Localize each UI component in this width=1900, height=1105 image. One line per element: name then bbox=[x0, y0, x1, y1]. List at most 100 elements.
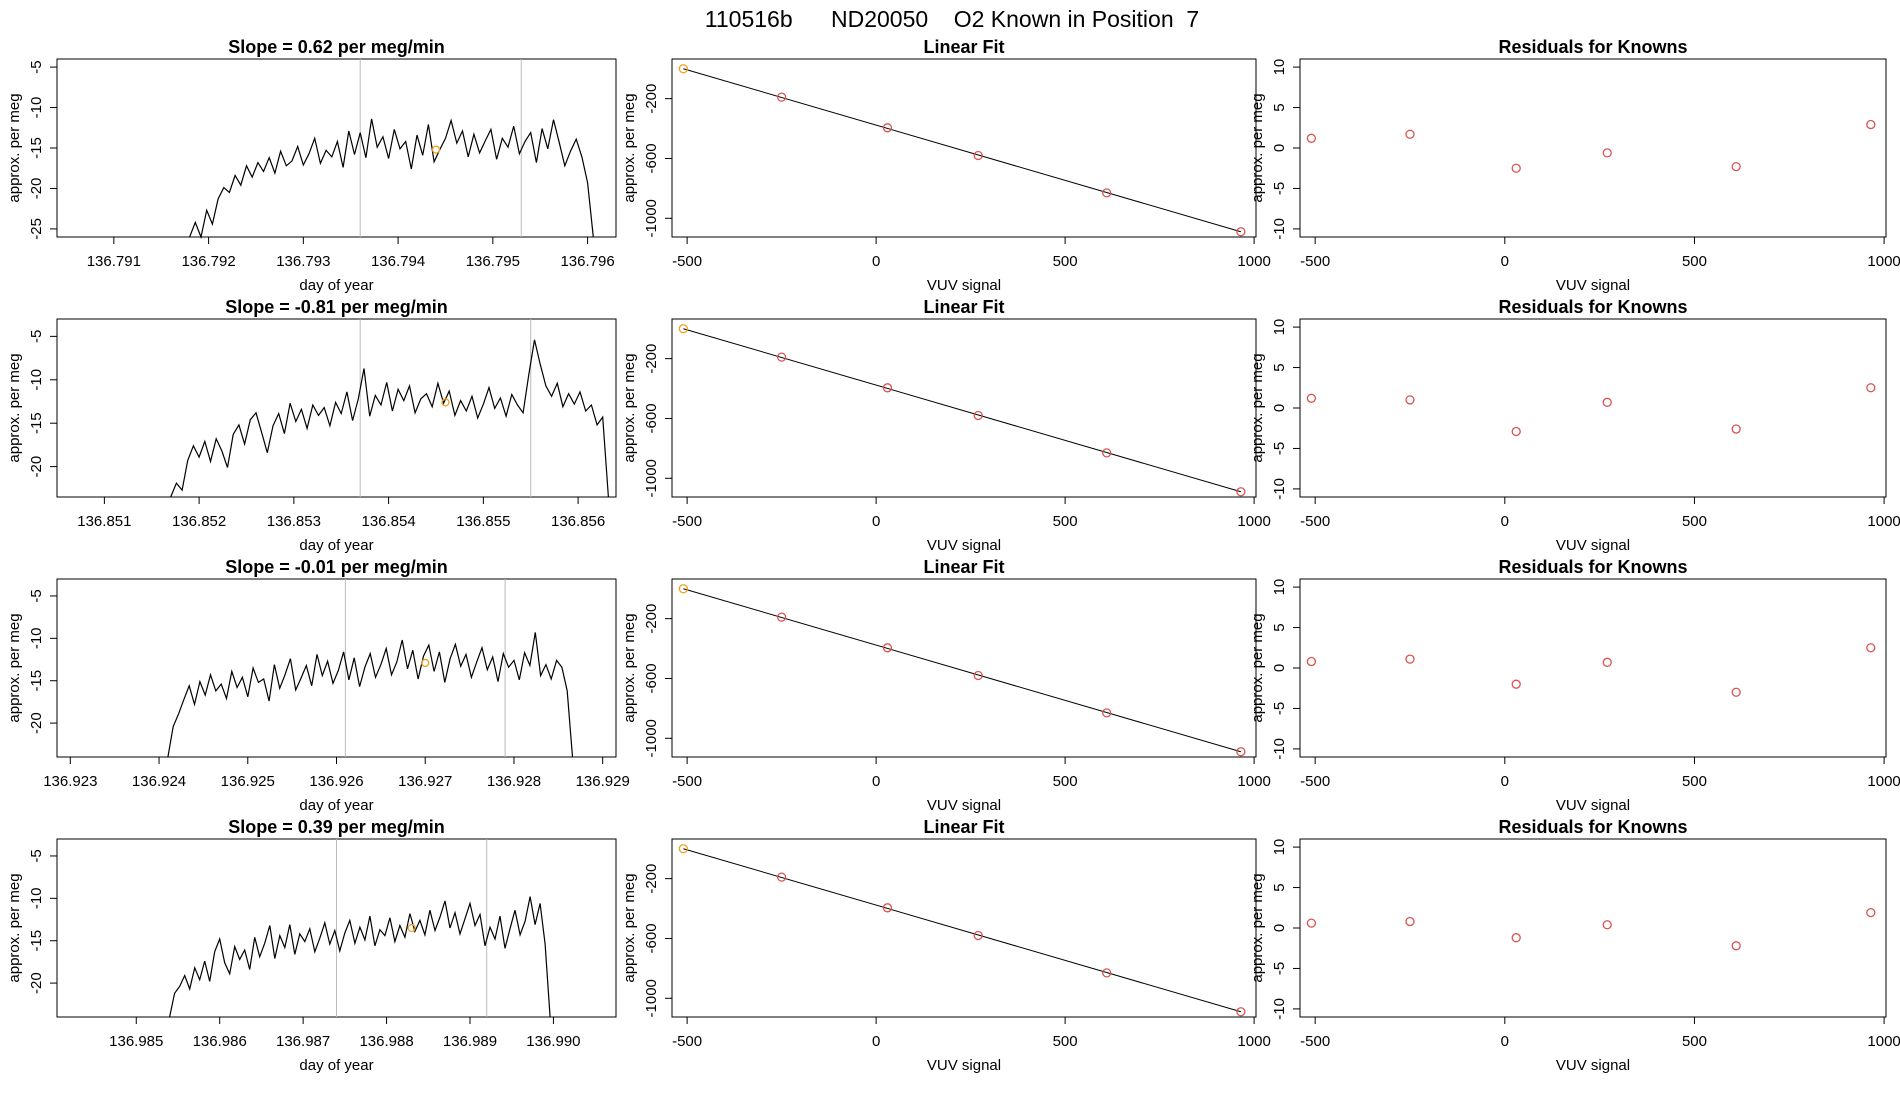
x-tick-label: 136.855 bbox=[456, 513, 510, 530]
fit-line bbox=[683, 848, 1242, 1013]
plot-frame bbox=[1299, 318, 1887, 498]
data-point bbox=[678, 844, 688, 854]
y-tick-label: -600 bbox=[643, 923, 660, 953]
y-tick-label: -5 bbox=[28, 589, 45, 602]
x-axis-label: day of year bbox=[299, 797, 373, 814]
panel-2-1 bbox=[50, 318, 617, 504]
panel-title: Slope = 0.39 per meg/min bbox=[228, 817, 445, 837]
y-tick-label: -5 bbox=[28, 849, 45, 862]
y-tick-label: 5 bbox=[1271, 883, 1288, 891]
data-point bbox=[1511, 933, 1521, 943]
x-axis-label: VUV signal bbox=[1556, 537, 1630, 554]
y-tick-label: -1000 bbox=[643, 199, 660, 237]
plot-frame bbox=[56, 578, 617, 758]
x-tick-label: 0 bbox=[872, 1033, 880, 1050]
x-tick-label: 0 bbox=[1501, 1033, 1509, 1050]
panel-2-3 bbox=[1293, 318, 1887, 504]
series-line bbox=[169, 896, 551, 1018]
data-point bbox=[1236, 487, 1246, 497]
y-tick-label: -10 bbox=[28, 369, 45, 391]
data-point bbox=[1236, 227, 1246, 237]
x-tick-label: 136.987 bbox=[276, 1033, 330, 1050]
x-axis-label: VUV signal bbox=[927, 537, 1001, 554]
x-axis-label: VUV signal bbox=[927, 277, 1001, 294]
data-point bbox=[1602, 657, 1612, 667]
panel-3-3 bbox=[1293, 578, 1887, 764]
x-tick-label: 500 bbox=[1053, 513, 1078, 530]
panel-4-3 bbox=[1293, 838, 1887, 1024]
x-tick-label: 136.852 bbox=[172, 513, 226, 530]
panel-title: Linear Fit bbox=[923, 297, 1004, 317]
y-tick-label: -20 bbox=[28, 178, 45, 200]
data-point bbox=[973, 150, 983, 161]
y-tick-label: -1000 bbox=[643, 459, 660, 497]
data-point bbox=[1731, 161, 1741, 172]
y-tick-label: -600 bbox=[643, 403, 660, 433]
data-point bbox=[1236, 747, 1246, 757]
y-tick-label: 10 bbox=[1271, 59, 1288, 76]
data-point bbox=[1306, 133, 1317, 143]
panel-2-2 bbox=[665, 318, 1257, 504]
y-tick-label: 0 bbox=[1271, 924, 1288, 932]
panel-4-1 bbox=[50, 838, 617, 1024]
x-tick-label: 136.854 bbox=[361, 513, 415, 530]
x-tick-label: -500 bbox=[672, 513, 702, 530]
panel-title: Linear Fit bbox=[923, 37, 1004, 57]
plot-frame bbox=[671, 58, 1257, 238]
data-point bbox=[678, 324, 688, 334]
data-point bbox=[882, 383, 893, 393]
x-tick-label: 136.925 bbox=[221, 773, 275, 790]
y-tick-label: -1000 bbox=[643, 979, 660, 1017]
x-axis-label: day of year bbox=[299, 277, 373, 294]
y-tick-label: 5 bbox=[1271, 363, 1288, 371]
data-point bbox=[1866, 907, 1876, 918]
y-tick-label: -10 bbox=[1271, 218, 1288, 240]
y-tick-label: -10 bbox=[1271, 738, 1288, 760]
x-tick-label: 136.929 bbox=[576, 773, 630, 790]
x-tick-label: 136.794 bbox=[371, 253, 425, 270]
x-tick-label: 136.796 bbox=[560, 253, 614, 270]
x-tick-label: 136.989 bbox=[443, 1033, 497, 1050]
data-point bbox=[1602, 920, 1612, 930]
fit-line bbox=[683, 588, 1242, 753]
plot-frame bbox=[1299, 838, 1887, 1018]
x-tick-label: 500 bbox=[1682, 253, 1707, 270]
panel-title: Linear Fit bbox=[923, 817, 1004, 837]
series-line bbox=[170, 339, 609, 498]
x-axis-label: VUV signal bbox=[1556, 277, 1630, 294]
y-tick-label: -5 bbox=[1271, 702, 1288, 715]
panel-title: Slope = -0.81 per meg/min bbox=[225, 297, 448, 317]
x-tick-label: 136.985 bbox=[109, 1033, 163, 1050]
data-point bbox=[1405, 129, 1415, 139]
y-axis-label: approx. per meg bbox=[6, 353, 23, 462]
x-tick-label: 0 bbox=[1501, 773, 1509, 790]
panel-title: Residuals for Knowns bbox=[1498, 37, 1687, 57]
x-tick-label: 136.923 bbox=[43, 773, 97, 790]
plot-frame bbox=[671, 578, 1257, 758]
y-axis-label: approx. per meg bbox=[621, 873, 638, 982]
fit-line bbox=[683, 68, 1242, 233]
x-tick-label: -500 bbox=[672, 253, 702, 270]
x-tick-label: 500 bbox=[1053, 1033, 1078, 1050]
y-tick-label: -25 bbox=[28, 218, 45, 240]
panel-1-3 bbox=[1293, 58, 1887, 244]
x-tick-label: 1000 bbox=[1867, 253, 1900, 270]
y-tick-label: 5 bbox=[1271, 103, 1288, 111]
x-tick-label: 1000 bbox=[1237, 1033, 1270, 1050]
panel-title: Slope = 0.62 per meg/min bbox=[228, 37, 445, 57]
data-point bbox=[1511, 163, 1521, 173]
y-tick-label: -600 bbox=[643, 143, 660, 173]
data-point bbox=[1731, 941, 1741, 951]
plot-frame bbox=[56, 58, 617, 238]
x-tick-label: 136.988 bbox=[359, 1033, 413, 1050]
x-tick-label: 136.926 bbox=[309, 773, 363, 790]
data-point bbox=[973, 930, 983, 941]
x-tick-label: 136.795 bbox=[466, 253, 520, 270]
x-tick-label: 136.990 bbox=[526, 1033, 580, 1050]
data-point bbox=[678, 584, 688, 594]
data-point bbox=[882, 903, 893, 913]
data-point bbox=[882, 643, 893, 653]
y-tick-label: -20 bbox=[28, 972, 45, 994]
data-point bbox=[1602, 397, 1612, 407]
